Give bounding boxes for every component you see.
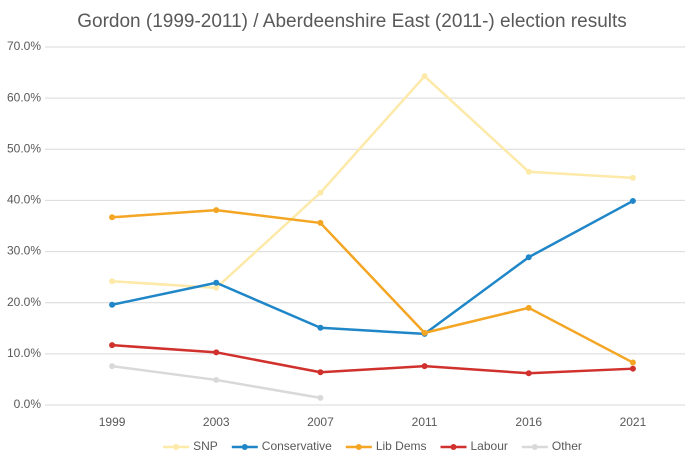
y-tick-label: 60.0% [7,90,41,104]
legend-label: Labour [471,439,508,453]
y-tick-label: 10.0% [7,346,41,360]
data-point [213,376,220,383]
data-point [317,369,324,376]
data-point [109,278,116,285]
data-point [213,207,220,214]
legend-label: SNP [193,439,218,453]
legend-label: Lib Dems [376,439,427,453]
series-line [111,199,634,336]
data-point [317,394,324,401]
legend-marker-dot [173,444,180,450]
series-line [112,74,633,290]
legend-marker-dot [531,444,538,450]
x-tick-label: 2011 [412,415,438,429]
x-tick-label: 2003 [203,415,230,429]
data-point [317,189,324,196]
data-point [525,304,532,311]
data-point [109,363,116,370]
data-point [629,197,636,204]
y-tick-label: 50.0% [7,141,41,155]
chart-title: Gordon (1999-2011) / Aberdeenshire East … [77,11,627,32]
series-line [111,208,634,364]
legend-marker-dot [450,444,457,450]
data-point [421,363,428,370]
legend: SNP Conservative Lib Dems Labour Other [163,439,582,453]
data-point [629,365,636,372]
data-point [525,168,532,175]
y-tick-label: 30.0% [7,244,41,258]
legend-marker-dot [355,444,362,450]
data-point [629,174,636,181]
y-tick-label: 70.0% [7,39,41,53]
data-point [525,370,532,377]
x-tick-label: 2007 [307,415,334,429]
data-point [421,329,428,336]
data-point [525,254,532,261]
legend-label: Other [552,439,582,453]
legend-marker-dot [241,444,248,450]
data-point [213,284,220,291]
data-point [317,219,324,226]
data-point [109,342,116,349]
x-tick-label: 2016 [515,415,542,429]
data-point [629,359,636,366]
data-point [421,73,428,80]
data-point [109,301,116,308]
y-tick-label: 0.0% [14,397,42,411]
data-point [317,324,324,331]
y-tick-label: 20.0% [7,295,41,309]
y-tick-label: 40.0% [7,193,41,207]
data-point [109,214,116,221]
data-point [213,279,220,286]
legend-label: Conservative [262,439,332,453]
x-tick-label: 1999 [99,415,126,429]
data-point [213,349,220,356]
series-line [111,343,633,375]
x-tick-label: 2021 [620,415,647,429]
